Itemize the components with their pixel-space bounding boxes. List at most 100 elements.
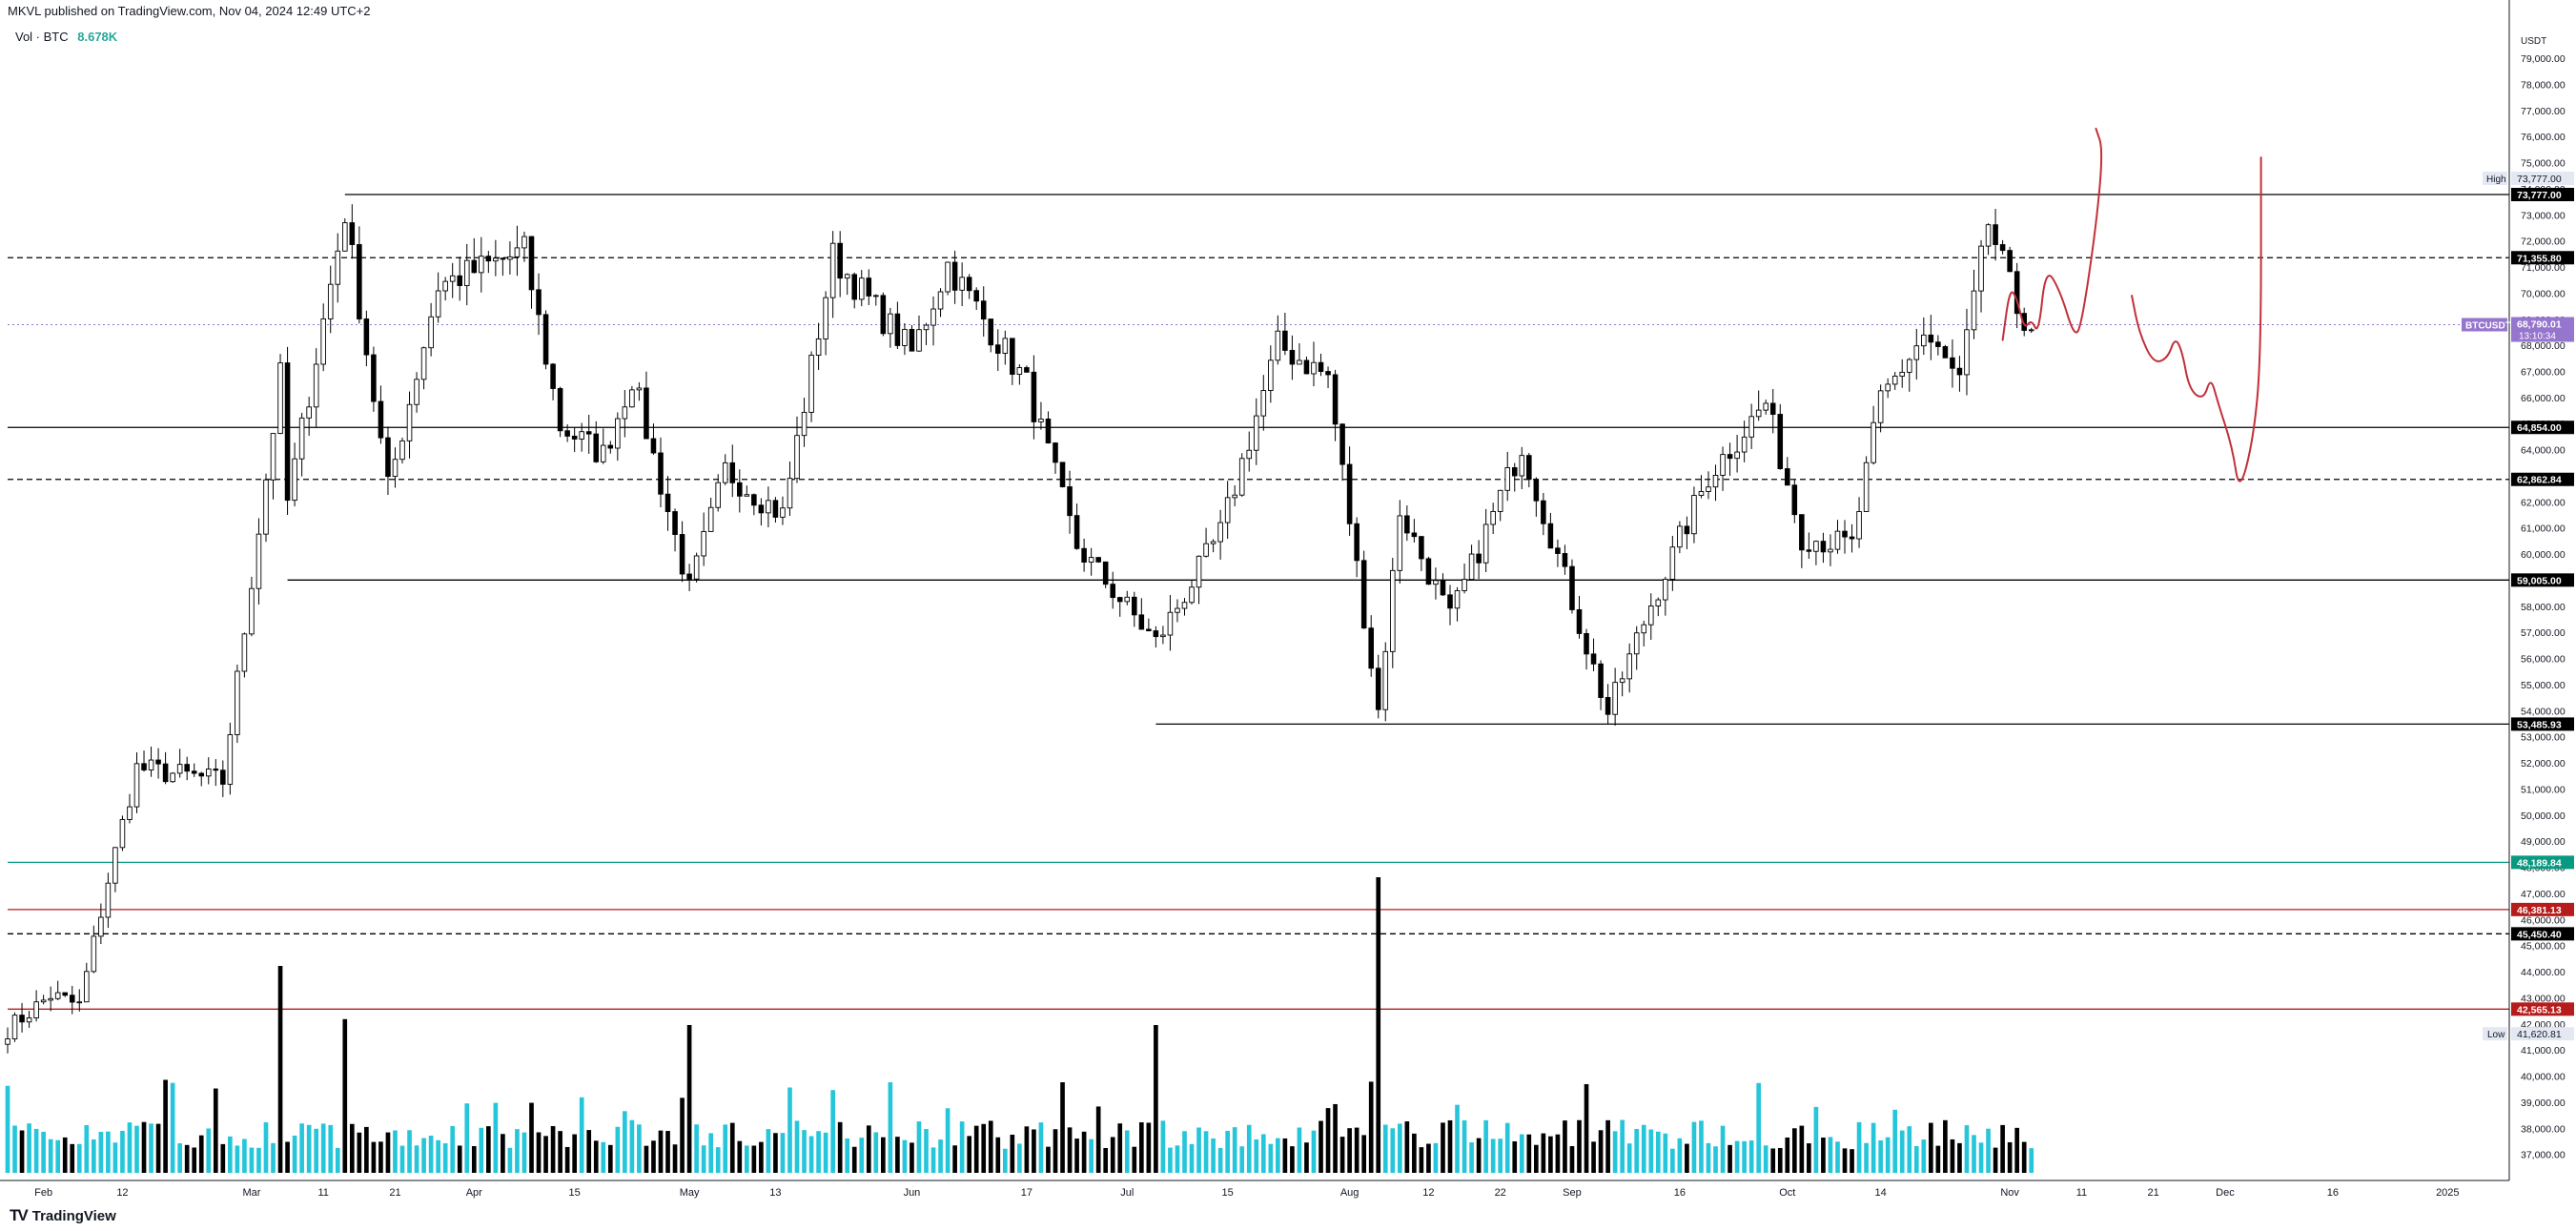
level-label-box bbox=[2511, 717, 2574, 731]
candle-body bbox=[1978, 245, 1984, 292]
level-label-box bbox=[2511, 855, 2574, 870]
volume-bar bbox=[837, 1121, 843, 1173]
volume-bar bbox=[1699, 1120, 1704, 1173]
volume-bar bbox=[930, 1147, 936, 1173]
volume-bar bbox=[1807, 1143, 1811, 1173]
y-tick-label: 41,000.00 bbox=[2521, 1045, 2566, 1057]
volume-bar bbox=[62, 1137, 68, 1173]
candle-body bbox=[1146, 628, 1152, 631]
candle-body bbox=[205, 769, 212, 777]
candle-body bbox=[873, 295, 879, 297]
x-tick-label: 15 bbox=[1222, 1187, 1234, 1199]
volume-bar bbox=[1504, 1122, 1510, 1173]
volume-bar bbox=[141, 1121, 147, 1173]
candle-body bbox=[1275, 330, 1281, 361]
candle-body bbox=[980, 300, 987, 320]
volume-bar bbox=[1132, 1146, 1137, 1173]
candle-body bbox=[327, 283, 334, 319]
volume-bar bbox=[1103, 1147, 1109, 1173]
volume-bar bbox=[170, 1082, 175, 1173]
volume-bar bbox=[335, 1147, 340, 1173]
volume-bar bbox=[1821, 1138, 1826, 1173]
volume-bar bbox=[708, 1133, 714, 1173]
candle-body bbox=[564, 430, 570, 437]
volume-bar bbox=[27, 1123, 31, 1173]
volume-bar bbox=[558, 1131, 562, 1173]
footer-brand[interactable]: TV TradingView bbox=[10, 1206, 116, 1225]
volume-bar bbox=[1663, 1133, 1668, 1173]
candle-body bbox=[357, 244, 362, 319]
volume-bar bbox=[816, 1131, 821, 1173]
volume-bar bbox=[220, 1143, 226, 1173]
volume-bar bbox=[1361, 1135, 1367, 1173]
x-tick-label: Aug bbox=[1340, 1187, 1360, 1199]
candle-body bbox=[1045, 419, 1052, 444]
x-tick-label: 2025 bbox=[2436, 1187, 2459, 1199]
volume-bar bbox=[1913, 1146, 1919, 1173]
volume-bar bbox=[1929, 1122, 1933, 1173]
volume-bar bbox=[213, 1088, 218, 1173]
volume-bar bbox=[572, 1134, 577, 1173]
time-axis[interactable]: Feb 12 Mar 11 21 Apr 15 May 13 Jun 17 Jul 15 Aug 12 22 S… bbox=[0, 1180, 2509, 1199]
volume-bar bbox=[1563, 1120, 1567, 1173]
volume-bar bbox=[593, 1140, 599, 1173]
volume-bar bbox=[228, 1136, 233, 1173]
volume-bar bbox=[421, 1138, 426, 1173]
volume-bar bbox=[973, 1125, 979, 1173]
candle-body bbox=[622, 406, 628, 420]
candle-body bbox=[277, 362, 283, 435]
volume-bar bbox=[33, 1128, 39, 1173]
volume-bar bbox=[1390, 1128, 1396, 1173]
candle-body bbox=[507, 256, 513, 260]
volume-bar bbox=[637, 1124, 642, 1173]
volume-bar bbox=[1175, 1145, 1180, 1173]
volume-bar bbox=[1067, 1127, 1073, 1173]
low-tag-box bbox=[2483, 1027, 2507, 1041]
candle-body bbox=[1950, 357, 1955, 369]
volume-bar bbox=[1282, 1138, 1288, 1173]
volume-bar bbox=[177, 1143, 182, 1173]
volume-bar bbox=[1519, 1134, 1524, 1173]
volume-bar bbox=[1081, 1131, 1087, 1173]
volume-legend-value: 8.678K bbox=[77, 30, 118, 44]
candle-body bbox=[1282, 330, 1288, 351]
volume-bar bbox=[471, 1146, 477, 1173]
x-tick-label: 16 bbox=[2327, 1187, 2339, 1199]
volume-bar bbox=[672, 1144, 678, 1173]
volume-bar bbox=[1017, 1143, 1022, 1173]
candle-body bbox=[227, 734, 234, 785]
volume-bar bbox=[1763, 1145, 1768, 1173]
volume-bar bbox=[1641, 1124, 1646, 1173]
candle-body bbox=[19, 1015, 25, 1023]
x-tick-label: Sep bbox=[1563, 1187, 1582, 1199]
candle-body bbox=[715, 482, 721, 508]
candle-body bbox=[2028, 329, 2034, 332]
volume-bar bbox=[644, 1145, 649, 1173]
volume-bar bbox=[629, 1119, 635, 1173]
volume-bar bbox=[701, 1145, 706, 1173]
candle-body bbox=[888, 313, 893, 335]
y-tick-label: 73,000.00 bbox=[2521, 210, 2566, 221]
volume-bar bbox=[1856, 1121, 1862, 1173]
y-tick-label: 61,000.00 bbox=[2521, 523, 2566, 535]
candle-body bbox=[550, 363, 556, 389]
volume-bar bbox=[407, 1130, 412, 1173]
candles bbox=[5, 204, 2034, 1054]
candle-body bbox=[1993, 224, 1998, 245]
volume-bar bbox=[579, 1097, 584, 1173]
volume-bar bbox=[802, 1130, 807, 1173]
candle-body bbox=[1203, 543, 1209, 557]
volume-bar bbox=[1211, 1138, 1216, 1173]
volume-bar bbox=[235, 1145, 240, 1173]
volume-bar bbox=[1290, 1146, 1295, 1173]
volume-bar bbox=[1964, 1125, 1970, 1173]
y-tick-label: 50,000.00 bbox=[2521, 810, 2566, 822]
candle-body bbox=[1360, 560, 1367, 629]
candle-body bbox=[1311, 361, 1317, 375]
volume-bar bbox=[881, 1137, 886, 1173]
volume-bar bbox=[830, 1090, 835, 1173]
candle-body bbox=[1088, 557, 1094, 563]
candle-body bbox=[320, 318, 326, 365]
candle-body bbox=[342, 222, 348, 252]
